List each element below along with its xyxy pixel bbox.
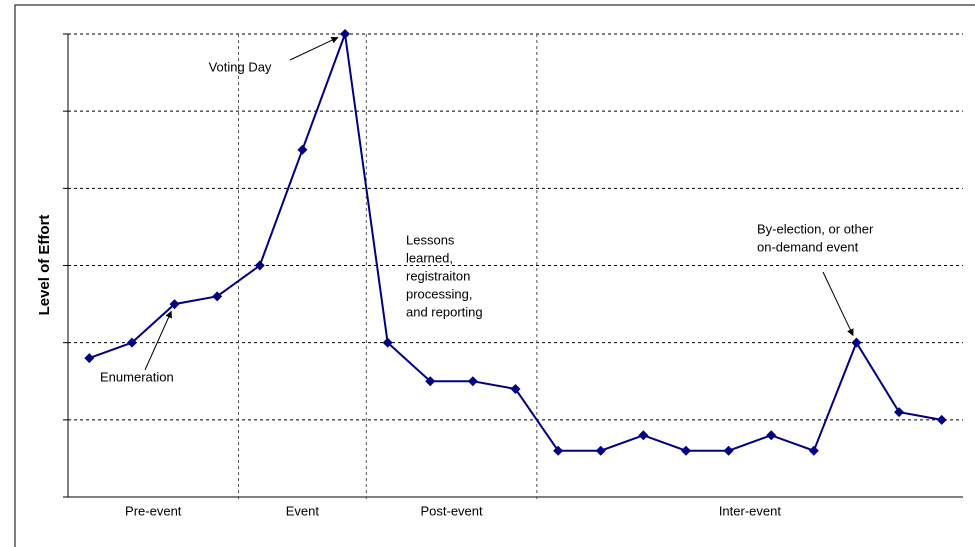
data-point [894, 407, 905, 418]
annotation-arrow [289, 36, 339, 61]
data-point [553, 445, 564, 456]
annotation: By-election, or other [757, 221, 874, 236]
data-point [510, 383, 521, 394]
phase-label: Event [286, 503, 320, 518]
annotation: registraiton [406, 268, 470, 283]
chart-frame [14, 4, 975, 547]
phase-label: Inter-event [719, 503, 782, 518]
data-point [936, 414, 947, 425]
phase-label: Pre-event [125, 503, 182, 518]
annotation-arrow [144, 310, 172, 371]
annotation: Enumeration [100, 369, 174, 384]
annotation: Voting Day [209, 59, 272, 74]
data-point [254, 260, 265, 271]
data-point [340, 29, 351, 39]
annotation: and reporting [406, 304, 483, 319]
annotation: learned, [406, 250, 453, 265]
data-point [126, 337, 137, 348]
annotation: Lessons [406, 232, 455, 247]
data-point [169, 299, 180, 310]
annotation: on-demand event [757, 239, 859, 254]
data-point [84, 353, 95, 364]
data-point [808, 445, 819, 456]
annotation: processing, [406, 286, 472, 301]
data-point [425, 376, 436, 387]
data-point [382, 337, 393, 348]
annotation-arrow [822, 271, 854, 337]
phase-label: Post-event [420, 503, 483, 518]
data-point [467, 376, 478, 387]
data-point [851, 337, 862, 348]
data-point [595, 445, 606, 456]
data-point [680, 445, 691, 456]
data-point [638, 430, 649, 441]
y-axis-label: Level of Effort [36, 215, 53, 316]
data-point [723, 445, 734, 456]
data-point [766, 430, 777, 441]
data-point [212, 291, 223, 302]
data-point [297, 144, 308, 155]
